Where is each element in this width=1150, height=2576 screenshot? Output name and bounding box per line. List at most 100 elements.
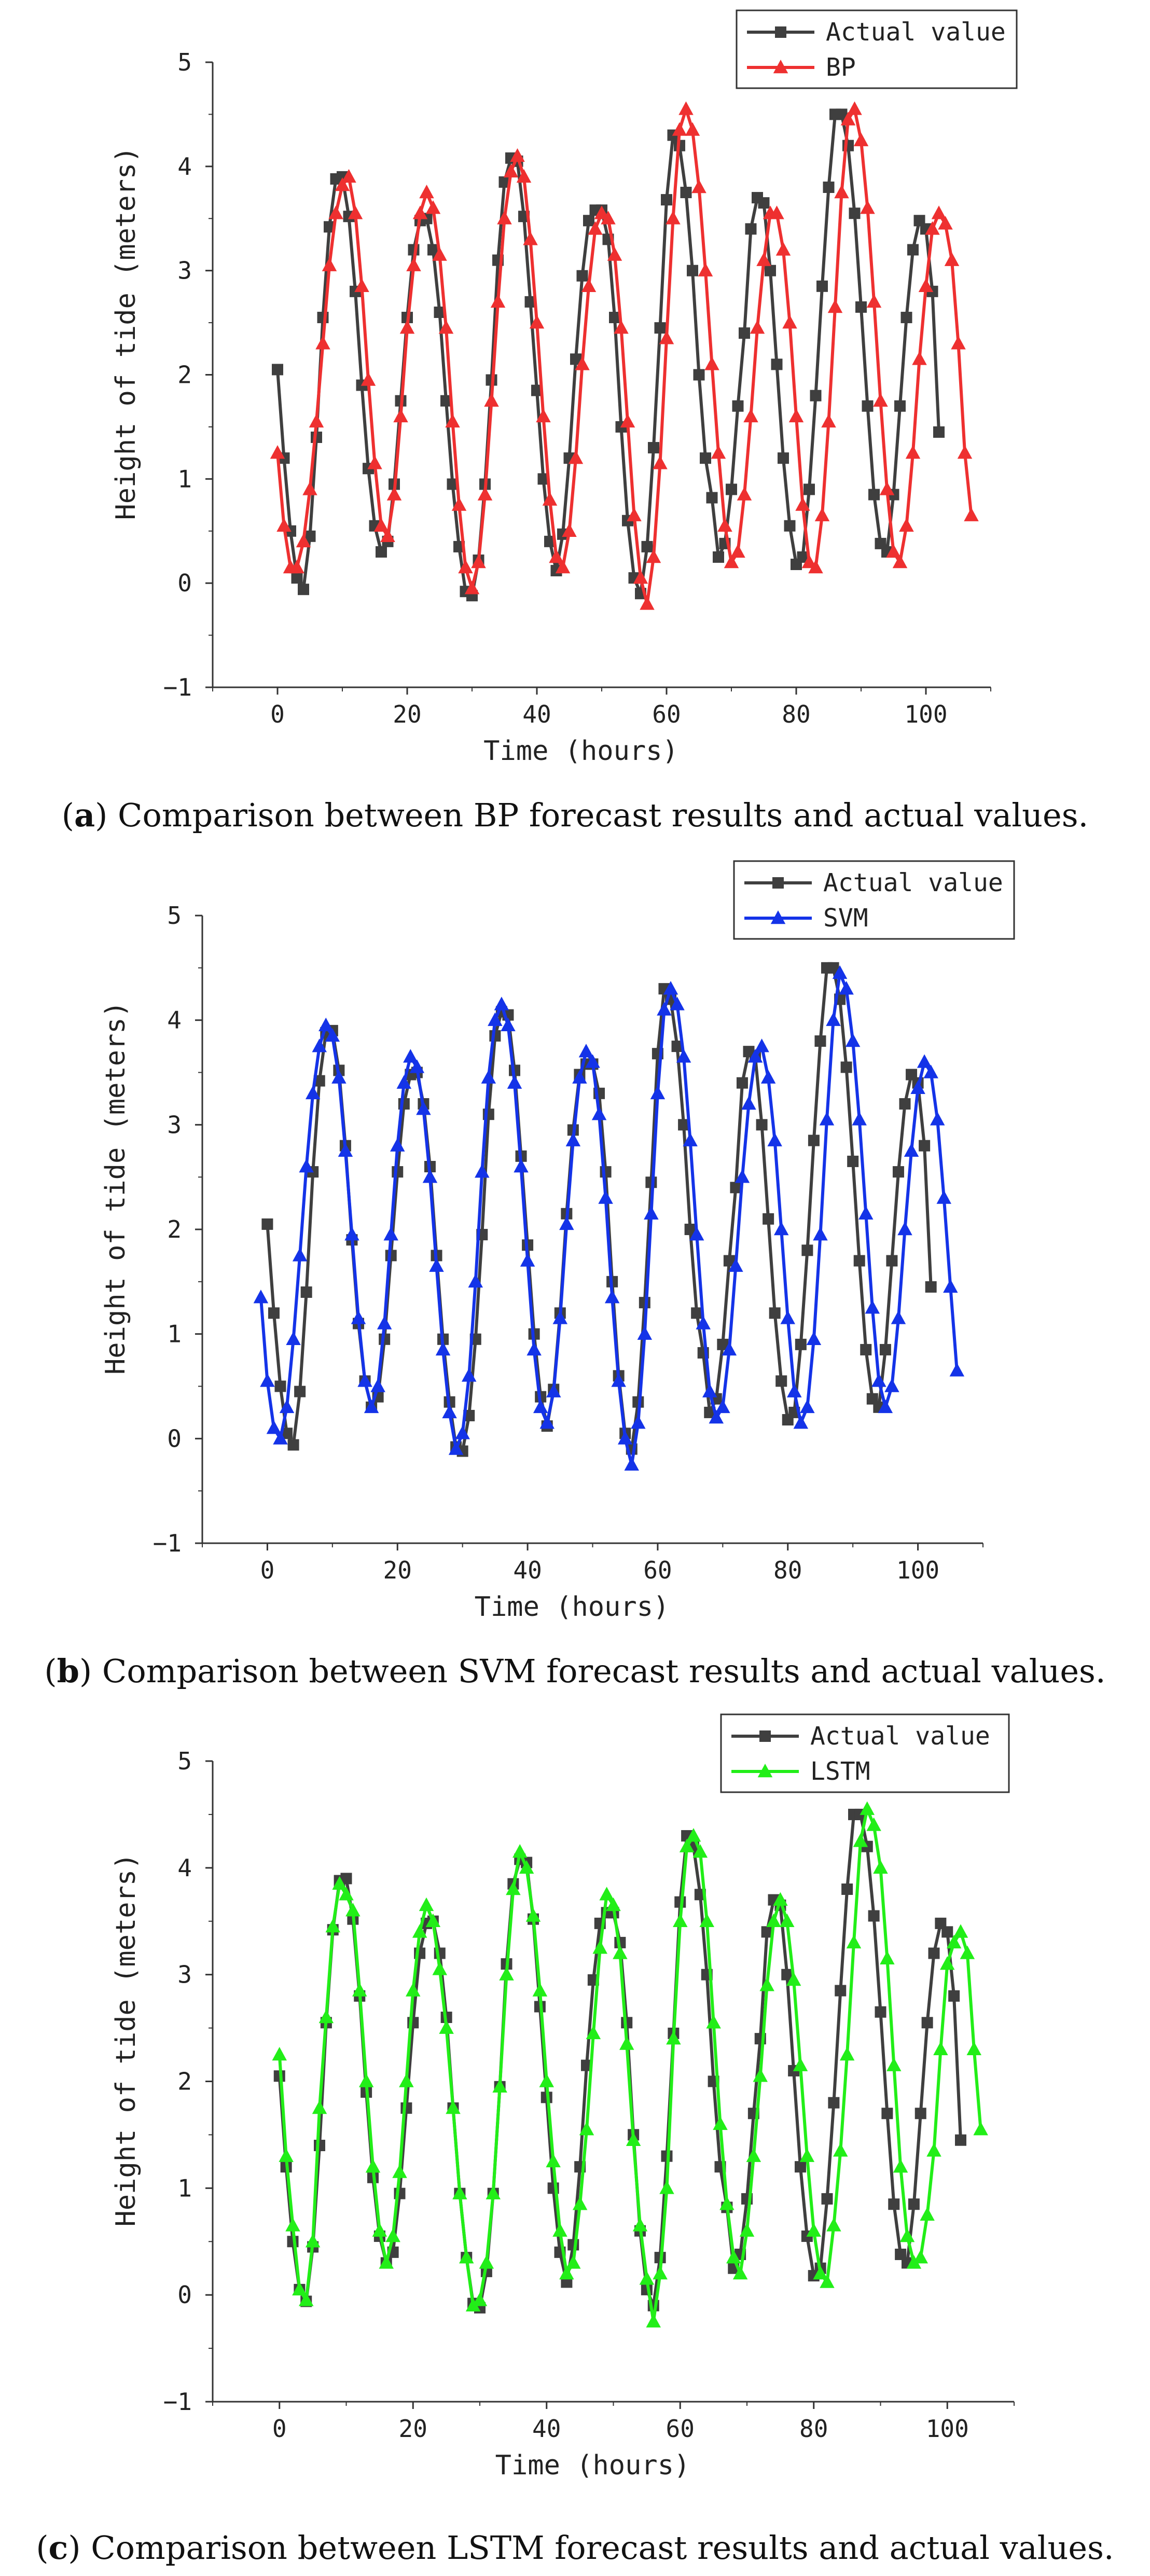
y-axis-label: Height of tide (meters) [100,1001,131,1375]
y-tick-label: −1 [153,1529,182,1557]
data-point [933,2041,948,2055]
data-point [915,2108,926,2120]
data-point [322,257,337,271]
caption-text: Comparison between BP forecast results a… [107,796,1089,834]
data-point [653,455,668,469]
data-point [696,1315,711,1329]
data-point [761,1926,773,1938]
data-point [581,278,597,293]
data-point [878,1399,893,1414]
data-point [506,1881,521,1895]
x-tick-label: 0 [260,1556,275,1584]
data-point [891,1310,906,1324]
data-point [620,413,635,428]
data-point [704,1406,716,1418]
caption-text: Comparison between LSTM forecast results… [80,2529,1114,2567]
data-point [361,372,376,386]
data-point [299,1159,314,1173]
data-point [315,336,330,350]
data-point [745,223,757,235]
data-point [692,1844,708,1858]
y-tick-label: 2 [177,2068,192,2096]
data-point [435,1341,451,1356]
data-point [266,1420,282,1434]
data-point [847,1155,859,1167]
data-point [503,163,519,178]
data-point [354,278,369,293]
data-point [314,2140,325,2151]
data-point [565,1132,581,1146]
y-tick-label: 5 [167,902,182,930]
data-point [524,296,536,308]
data-point [706,2015,721,2029]
chart-lstm: −1 0 1 2 3 4 5 0 20 40 60 80 100 Time (hours) Height o… [110,1713,1015,2481]
data-point [936,1190,951,1204]
data-point [899,1098,911,1110]
data-point [598,1190,613,1204]
data-point [345,1903,361,1917]
data-point [736,1077,748,1089]
data-point [260,1373,275,1387]
data-point [801,555,817,569]
data-point [614,320,629,334]
data-point [412,1924,427,1938]
legend-box [733,860,1015,940]
data-point [400,2102,412,2114]
data-point [800,1399,815,1414]
data-point [836,108,848,120]
chart-svm: −1 0 1 2 3 4 5 0 20 40 60 80 100 Time (hours) Height o… [100,860,1015,1623]
data-point [698,262,713,276]
data-point [769,1307,781,1319]
legend-marker [775,26,786,38]
data-point [385,2228,400,2242]
data-point [442,1404,457,1419]
data-point [788,408,804,423]
legend-marker [757,1764,773,1778]
data-point [917,1054,932,1068]
data-point [432,1961,447,1975]
data-point [724,555,739,569]
data-point [758,197,770,209]
data-point [862,400,874,412]
data-point [425,1913,441,1927]
data-point [406,1983,421,1997]
data-point [481,1070,496,1084]
data-point [866,1817,881,1831]
data-point [312,1038,327,1052]
data-point [591,1106,607,1120]
data-point [801,1244,813,1256]
x-tick-label: 0 [272,2415,287,2443]
data-point [926,2143,941,2157]
x-tick-label: 20 [383,1556,412,1584]
data-point [754,1038,769,1052]
data-point [440,395,452,407]
y-tick-label: 4 [177,1854,192,1882]
data-point [839,2047,855,2061]
data-point [477,487,493,501]
data-point [399,2073,414,2087]
data-point [853,132,869,146]
data-point [910,1080,925,1094]
data-point [546,2153,561,2168]
chart-bp: −1 0 1 2 3 4 5 0 20 40 60 80 100 Time (hours) Height o… [110,9,1018,767]
data-point [904,1143,919,1157]
legend-box [720,1713,1010,1793]
data-point [434,307,446,318]
data-point [913,2250,928,2264]
data-point [546,1383,561,1397]
data-point [666,211,681,225]
legend-box [736,9,1018,89]
data-point [899,2228,915,2242]
data-point [686,1828,701,1842]
y-tick-label: 3 [167,1111,182,1139]
data-point [464,580,480,594]
y-tick-label: 1 [167,1320,182,1348]
data-point [370,1378,385,1392]
data-point [512,1844,528,1858]
data-point [253,1290,269,1304]
data-point [946,1934,962,1949]
caption-b: (b) Comparison between SVM forecast resu… [44,1652,1106,1690]
data-point [399,320,415,334]
data-point [432,247,447,261]
data-point [938,216,953,230]
